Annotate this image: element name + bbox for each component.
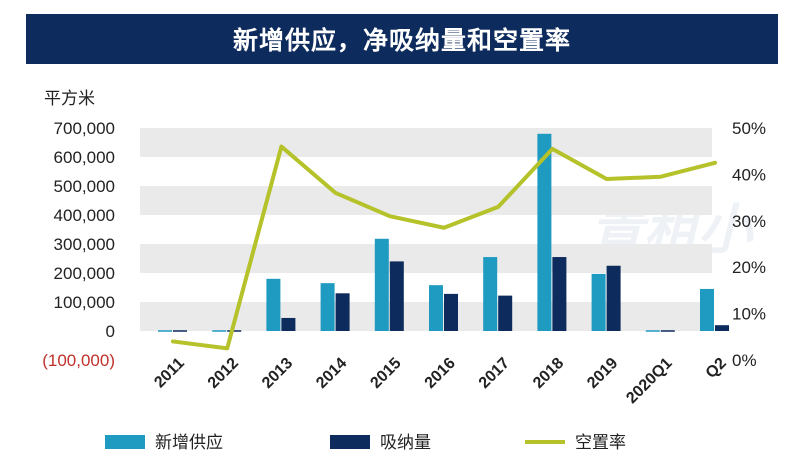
- category-label: 2013: [259, 355, 296, 392]
- grid-band: [140, 302, 712, 331]
- legend-swatch: [330, 435, 370, 449]
- bar-新增供应: [212, 330, 227, 332]
- bar-新增供应: [591, 273, 606, 331]
- bar-新增供应: [700, 288, 714, 331]
- left-axis-ticks: (100,000) 0 100,000 200,000 300,000 400,000 50…: [42, 119, 115, 370]
- left-tick-label: 300,000: [54, 235, 115, 254]
- category-label: 2011: [151, 355, 188, 392]
- bar-吸纳量: [335, 293, 350, 331]
- legend: 新增供应 吸纳量 空置率: [105, 433, 626, 452]
- bar-新增供应: [483, 257, 498, 331]
- bar-吸纳量: [715, 325, 729, 331]
- category-label: 2014: [313, 355, 350, 392]
- grid-band: [140, 186, 712, 215]
- left-tick-label: 400,000: [54, 206, 115, 225]
- category-label: 2016: [422, 355, 459, 392]
- category-labels: 2011 2012 2013 2014 2015 2016 2017 2018 2019 2020…: [151, 355, 730, 407]
- bar-吸纳量: [552, 257, 567, 331]
- bar-吸纳量: [498, 295, 513, 331]
- gridline-bands: [140, 128, 712, 331]
- grid-band: [140, 128, 712, 157]
- bar-新增供应: [158, 330, 172, 332]
- right-tick-label: 10%: [732, 305, 766, 324]
- legend-label: 空置率: [575, 433, 626, 452]
- left-axis-unit: 平方米: [44, 89, 95, 108]
- category-label: 2020Q1: [623, 355, 675, 407]
- bar-新增供应: [374, 238, 389, 331]
- bar-吸纳量: [281, 317, 296, 331]
- left-tick-label: 600,000: [54, 148, 115, 167]
- bar-新增供应: [266, 278, 281, 331]
- bar-吸纳量: [444, 293, 458, 331]
- left-tick-label: 200,000: [54, 264, 115, 283]
- category-label: 2019: [584, 355, 621, 392]
- bar-吸纳量: [606, 265, 621, 331]
- left-tick-label: 100,000: [54, 293, 115, 312]
- left-tick-label: (100,000): [42, 351, 115, 370]
- right-tick-label: 50%: [732, 119, 766, 138]
- line-空置率: [171, 144, 717, 351]
- left-tick-label: 500,000: [54, 177, 115, 196]
- bar-新增供应: [429, 285, 443, 331]
- bar-新增供应: [537, 133, 552, 331]
- category-label: Q2: [703, 355, 730, 382]
- legend-swatch: [105, 435, 145, 449]
- right-tick-label: 20%: [732, 258, 766, 277]
- legend-label: 新增供应: [155, 433, 223, 452]
- chart-title: 新增供应，净吸纳量和空置率: [26, 14, 778, 64]
- right-tick-label: 30%: [732, 212, 766, 231]
- category-label: 2018: [530, 355, 567, 392]
- right-tick-label: 0%: [732, 351, 757, 370]
- vacancy-line: [171, 144, 717, 351]
- bar-吸纳量: [173, 330, 187, 332]
- bar-marks: [158, 133, 729, 332]
- category-label: 2015: [367, 355, 404, 392]
- bar-吸纳量: [660, 330, 675, 332]
- category-label: 2012: [205, 355, 242, 392]
- right-tick-label: 40%: [732, 165, 766, 184]
- legend-label: 吸纳量: [380, 433, 431, 452]
- grid-band: [140, 244, 712, 273]
- left-tick-label: 700,000: [54, 119, 115, 138]
- right-axis-ticks: 0% 10% 20% 30% 40% 50%: [732, 119, 766, 370]
- bar-新增供应: [645, 330, 660, 332]
- bar-新增供应: [320, 283, 335, 331]
- bar-吸纳量: [227, 330, 242, 332]
- left-tick-label: 0: [106, 322, 115, 341]
- category-label: 2017: [476, 355, 513, 392]
- bar-吸纳量: [389, 261, 404, 331]
